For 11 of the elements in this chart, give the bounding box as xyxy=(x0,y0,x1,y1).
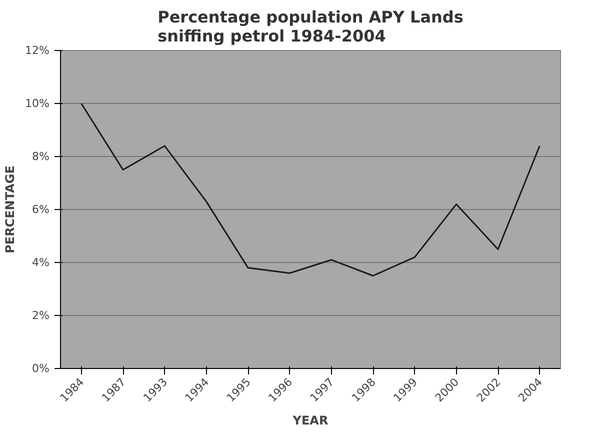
y-tick-label: 8% xyxy=(32,150,50,163)
y-tick-label: 12% xyxy=(25,44,50,57)
y-tick-label: 2% xyxy=(32,309,50,322)
y-axis-title: PERCENTAGE xyxy=(3,166,18,254)
chart-title: Percentage population APY Lands sniffing petrol 1984-2004 xyxy=(158,8,464,46)
y-tick-label: 0% xyxy=(32,362,50,375)
y-tick-label: 10% xyxy=(25,97,50,110)
line-series xyxy=(80,102,540,276)
x-axis-title: YEAR xyxy=(292,414,328,428)
y-tick-label: 4% xyxy=(32,256,50,269)
y-tick-label: 6% xyxy=(32,203,50,216)
